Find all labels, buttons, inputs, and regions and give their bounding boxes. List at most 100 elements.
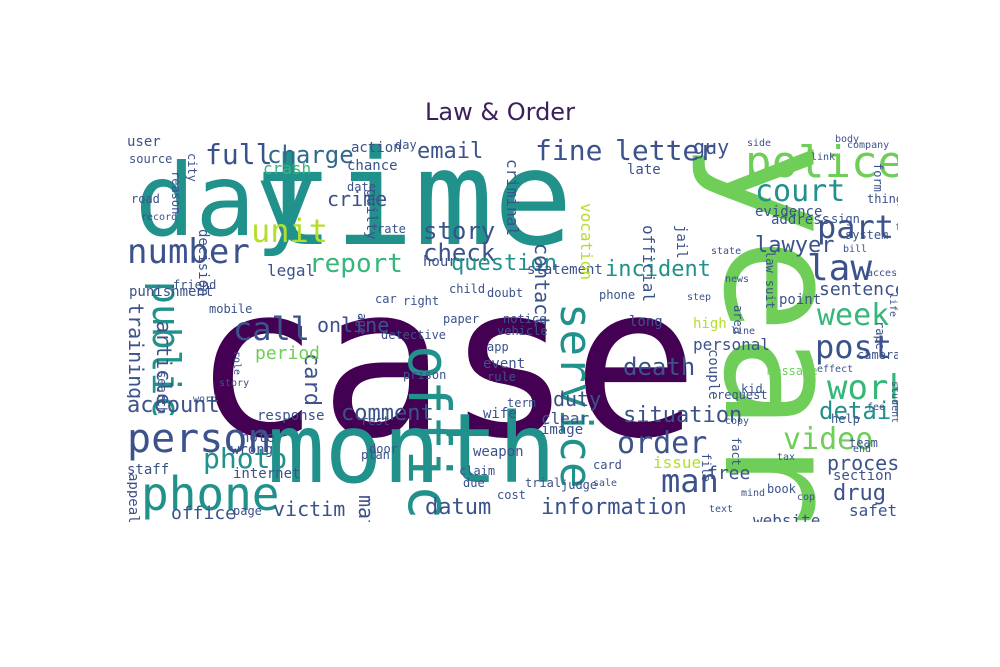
word-duty: duty bbox=[553, 387, 602, 411]
word-road: road bbox=[131, 192, 160, 206]
word-friend: friend bbox=[173, 278, 217, 292]
word-sale: sale bbox=[593, 478, 618, 489]
word-user: user bbox=[127, 134, 161, 150]
word-wrong: wrong bbox=[231, 442, 274, 458]
word-call: call bbox=[233, 310, 311, 348]
word-notice: notice bbox=[503, 312, 547, 326]
word-help: help bbox=[831, 412, 860, 426]
word-team: team bbox=[849, 436, 878, 450]
word-word: word bbox=[193, 394, 218, 405]
word-jail: jail bbox=[673, 225, 689, 259]
word-detail: detail bbox=[819, 397, 898, 425]
word-crash: crash bbox=[263, 159, 312, 178]
word-hour: hour bbox=[423, 254, 457, 270]
word-punishment: punishment bbox=[129, 284, 214, 300]
word-photo: photo bbox=[203, 442, 288, 475]
word-guy: guy bbox=[693, 135, 730, 159]
word-lawyer: lawyer bbox=[755, 233, 835, 258]
word-chance: chance bbox=[347, 158, 398, 174]
word-cost: cost bbox=[497, 488, 526, 502]
word-criminal: criminal bbox=[503, 159, 522, 237]
word-guilty: guilty bbox=[363, 189, 379, 240]
word-staff: staff bbox=[127, 462, 170, 478]
word-high: high bbox=[693, 316, 727, 332]
word-order: order bbox=[617, 426, 708, 461]
word-video: video bbox=[783, 422, 874, 457]
word-issue: issue bbox=[653, 453, 702, 472]
word-week: week bbox=[817, 298, 890, 333]
word-free: free bbox=[707, 463, 751, 484]
word-drug: drug bbox=[833, 481, 886, 506]
word-court: court bbox=[755, 174, 846, 209]
word-cop: cop bbox=[797, 492, 816, 503]
word-email: email bbox=[417, 139, 484, 164]
word-post: post bbox=[815, 328, 893, 366]
word-report: report bbox=[309, 249, 403, 279]
word-link: link bbox=[811, 152, 836, 163]
word-full: full bbox=[205, 138, 273, 171]
word-clear: clear bbox=[541, 409, 590, 428]
word-charge: charge bbox=[267, 141, 354, 169]
word-training: training bbox=[127, 303, 148, 400]
word-note: note bbox=[241, 430, 275, 446]
word-period: period bbox=[255, 343, 321, 364]
word-effect: effect bbox=[817, 364, 854, 375]
word-time: time bbox=[255, 133, 573, 276]
word-family: family bbox=[895, 223, 898, 233]
word-cloud: case time year month day police court phone pers… bbox=[127, 133, 898, 522]
word-vocation: vocation bbox=[577, 203, 596, 281]
word-unit: unit bbox=[251, 212, 329, 250]
word-rule: rule bbox=[487, 370, 516, 384]
word-rate: rate bbox=[377, 222, 406, 236]
word-phone: phone bbox=[599, 288, 636, 302]
word-point: point bbox=[779, 292, 822, 308]
word-reason: reason bbox=[169, 171, 183, 215]
word-case: case bbox=[193, 240, 699, 485]
word-work: work bbox=[827, 368, 898, 408]
word-phone: phone bbox=[141, 467, 280, 521]
word-child: child bbox=[449, 282, 486, 296]
word-message: message bbox=[767, 364, 818, 378]
chart-title: Law & Order bbox=[425, 98, 575, 126]
word-number: number bbox=[127, 232, 250, 272]
word-website: website bbox=[753, 511, 821, 523]
word-age: age bbox=[355, 313, 369, 335]
word-incident: incident bbox=[605, 257, 711, 282]
word-record: record bbox=[141, 212, 178, 223]
word-situation: situation bbox=[623, 403, 743, 428]
word-rape: rape bbox=[873, 321, 887, 350]
word-police: police bbox=[745, 137, 898, 188]
word-fee: fee bbox=[867, 402, 886, 413]
word-side: side bbox=[747, 138, 772, 149]
word-rest: rest bbox=[361, 414, 390, 428]
word-copy: copy bbox=[725, 416, 750, 427]
word-long: long bbox=[629, 314, 663, 330]
word-end: end bbox=[853, 444, 872, 455]
word-safety: safety bbox=[849, 501, 898, 520]
word-matter: matter bbox=[354, 495, 378, 522]
word-fine: fine bbox=[535, 134, 603, 167]
word-personal: personal bbox=[693, 335, 771, 354]
word-trial: trial bbox=[525, 476, 562, 490]
word-state: state bbox=[711, 246, 742, 257]
word-bill: bill bbox=[843, 244, 868, 255]
word-sign: sign bbox=[831, 212, 860, 226]
word-evidence: evidence bbox=[755, 204, 823, 220]
word-car: car bbox=[375, 292, 397, 306]
word-check: check bbox=[423, 239, 496, 267]
word-image: image bbox=[541, 422, 584, 438]
word-internet: internet bbox=[233, 466, 301, 482]
word-thing: thing bbox=[867, 192, 898, 206]
word-prison: prison bbox=[403, 368, 447, 382]
word-search: search bbox=[155, 371, 169, 415]
word-statement: statement bbox=[527, 262, 603, 278]
word-body: body bbox=[835, 134, 860, 145]
word-story: story bbox=[423, 217, 496, 245]
word-action: action bbox=[351, 140, 402, 156]
word-kid: kid bbox=[741, 382, 763, 396]
word-crime: crime bbox=[327, 187, 388, 211]
word-legal: legal bbox=[267, 261, 316, 280]
word-text: text bbox=[709, 504, 734, 515]
word-request: request bbox=[717, 388, 768, 402]
word-appeal: appeal bbox=[127, 473, 141, 522]
